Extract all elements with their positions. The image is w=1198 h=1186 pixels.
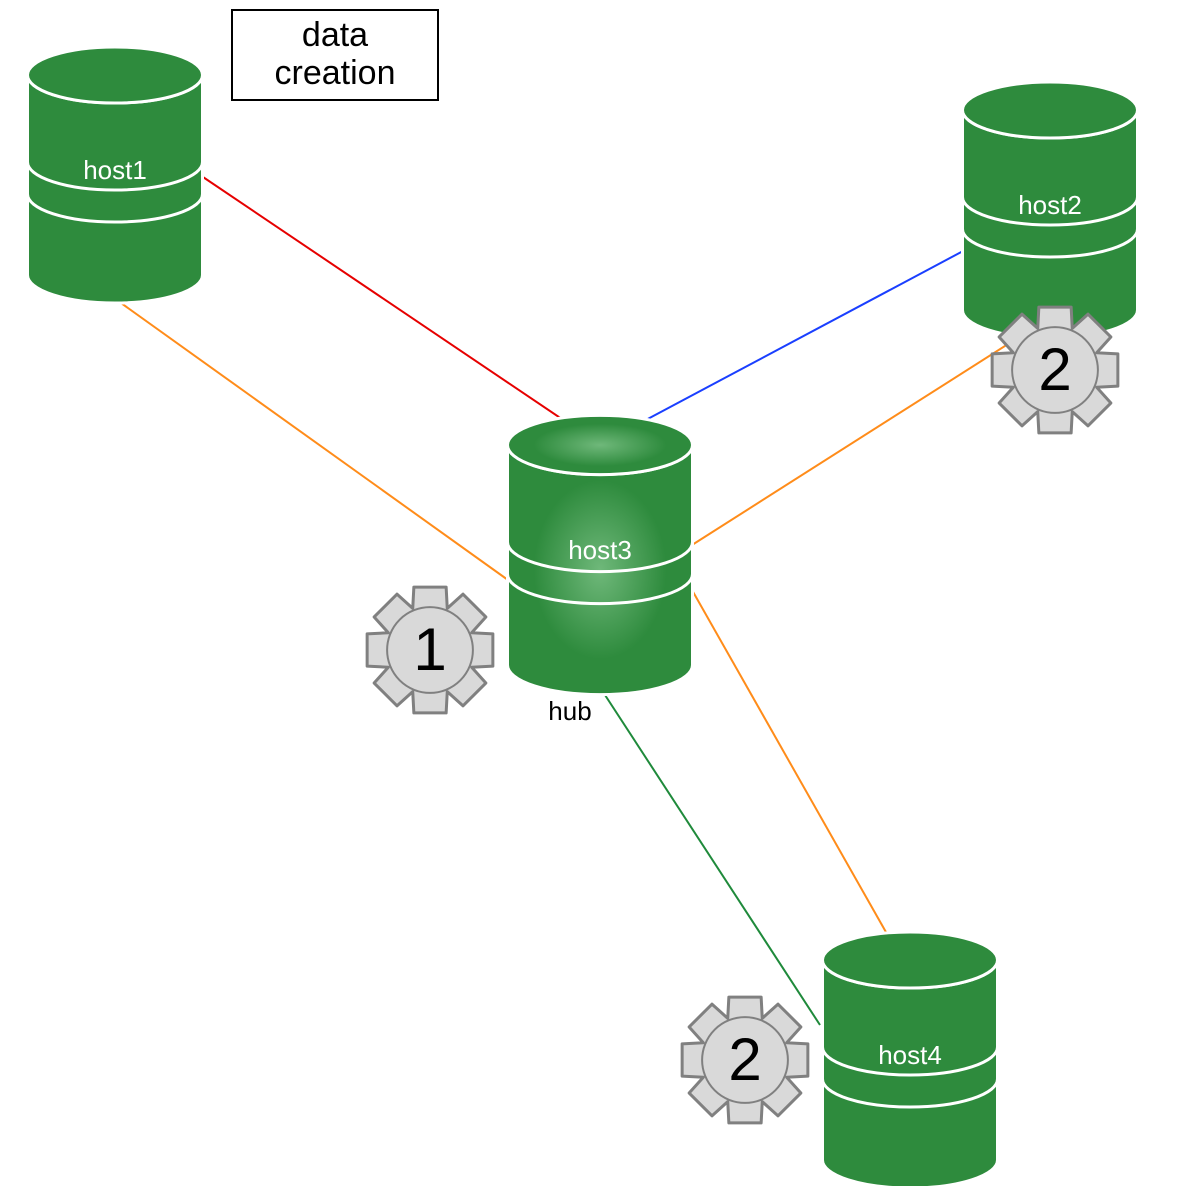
edge-arrow [590, 672, 820, 1025]
gear-icon: 2 [992, 307, 1118, 433]
database-host2: host2 [963, 82, 1138, 338]
database-label-host1: host1 [83, 155, 147, 185]
edge-arrow [612, 250, 965, 438]
database-label-host3: host3 [568, 535, 632, 565]
database-label-host4: host4 [878, 1040, 942, 1070]
database-host3: host3 [508, 415, 693, 694]
database-host4: host4 [823, 932, 998, 1186]
database-label-host2: host2 [1018, 190, 1082, 220]
database-host1: host1 [28, 47, 203, 303]
edge-arrow [200, 175, 590, 438]
edge-arrow [100, 288, 508, 580]
edge-arrow [692, 590, 895, 948]
gear-label: 2 [1038, 336, 1071, 403]
gear-icon: 2 [682, 997, 808, 1123]
edge-arrow [692, 325, 1038, 545]
data-creation-line2: creation [275, 54, 396, 92]
gear-label: 1 [413, 616, 446, 683]
data-creation-line1: data [302, 16, 368, 54]
gear-label: 2 [728, 1026, 761, 1093]
hub-label: hub [548, 696, 591, 726]
gear-icon: 1 [367, 587, 493, 713]
